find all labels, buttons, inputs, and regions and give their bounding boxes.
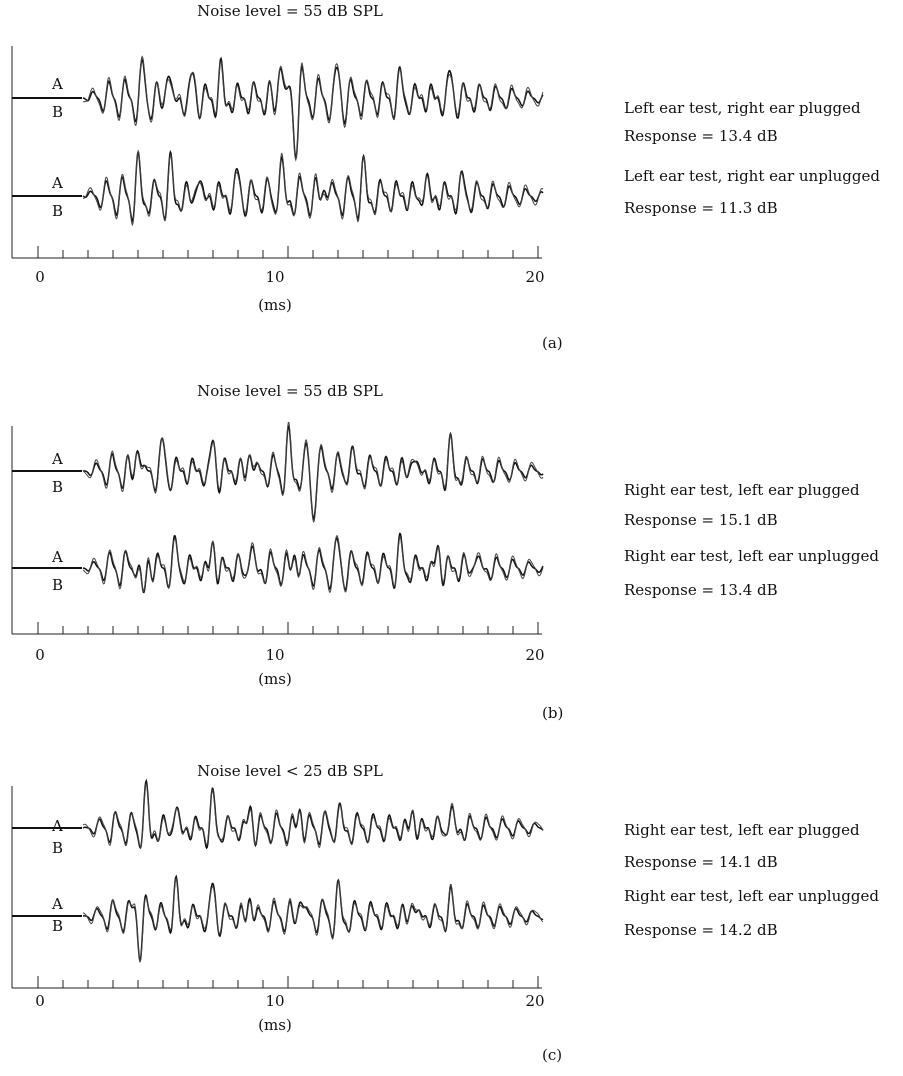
x-axis-label: (ms) — [258, 296, 292, 314]
panel-label-b: (b) — [542, 704, 564, 722]
panel-label-c: (c) — [542, 1046, 563, 1064]
chart-a-title: Noise level = 55 dB SPL — [197, 2, 383, 20]
x-tick-label-0: 0 — [35, 992, 45, 1010]
chart-a-traces — [12, 55, 544, 227]
condition-text: Right ear test, left ear plugged — [624, 821, 860, 839]
x-tick-label-20: 20 — [525, 646, 545, 664]
trace-label-a2: A — [52, 548, 63, 566]
chart-b-axes — [11, 426, 542, 635]
chart-c-axes — [11, 786, 542, 989]
trace-b-line — [82, 149, 544, 227]
panel-label-a: (a) — [542, 334, 563, 352]
condition-text: Left ear test, right ear plugged — [624, 99, 861, 117]
chart-b-svg — [11, 421, 544, 635]
condition-text: Right ear test, left ear unplugged — [624, 547, 879, 565]
response-text: Response = 11.3 dB — [624, 199, 778, 217]
trace-a-line — [82, 778, 544, 850]
chart-c-svg — [11, 778, 544, 989]
chart-a-axes — [11, 46, 542, 259]
x-tick-label-10: 10 — [265, 646, 285, 664]
condition-text: Right ear test, left ear plugged — [624, 481, 860, 499]
chart-b-title: Noise level = 55 dB SPL — [197, 382, 383, 400]
x-tick-label-0: 0 — [35, 646, 45, 664]
trace-a-line — [82, 149, 544, 224]
response-text: Response = 14.2 dB — [624, 921, 778, 939]
response-text: Response = 13.4 dB — [624, 127, 778, 145]
trace-a-line — [82, 532, 544, 594]
trace-b-line — [82, 421, 544, 523]
trace-label-b2: B — [52, 917, 64, 935]
trace-b-line — [83, 55, 544, 162]
trace-b-line — [82, 535, 544, 593]
chart-a-svg — [11, 46, 544, 259]
condition-text: Left ear test, right ear unplugged — [624, 167, 880, 185]
x-tick-label-10: 10 — [265, 268, 285, 286]
trace-label-a1: A — [52, 450, 63, 468]
trace-b-line — [82, 782, 544, 849]
trace-label-b1: B — [52, 839, 64, 857]
x-tick-label-20: 20 — [525, 268, 545, 286]
x-tick-label-10: 10 — [265, 992, 285, 1010]
chart-c-traces — [12, 778, 544, 963]
trace-label-b1: B — [52, 103, 64, 121]
x-axis-label: (ms) — [258, 670, 292, 688]
trace-label-a1: A — [52, 75, 63, 93]
trace-label-a2: A — [52, 174, 63, 192]
x-axis-label: (ms) — [258, 1016, 292, 1034]
chart-c-title: Noise level < 25 dB SPL — [197, 762, 383, 780]
response-text: Response = 15.1 dB — [624, 511, 778, 529]
trace-label-a1: A — [52, 817, 63, 835]
trace-b-line — [82, 877, 544, 963]
x-tick-label-0: 0 — [35, 268, 45, 286]
chart-b-traces — [12, 421, 544, 594]
response-text: Response = 13.4 dB — [624, 581, 778, 599]
response-text: Response = 14.1 dB — [624, 853, 778, 871]
x-tick-label-20: 20 — [525, 992, 545, 1010]
trace-label-b2: B — [52, 576, 64, 594]
condition-text: Right ear test, left ear unplugged — [624, 887, 879, 905]
trace-label-a2: A — [52, 895, 63, 913]
trace-label-b2: B — [52, 202, 64, 220]
trace-label-b1: B — [52, 478, 64, 496]
